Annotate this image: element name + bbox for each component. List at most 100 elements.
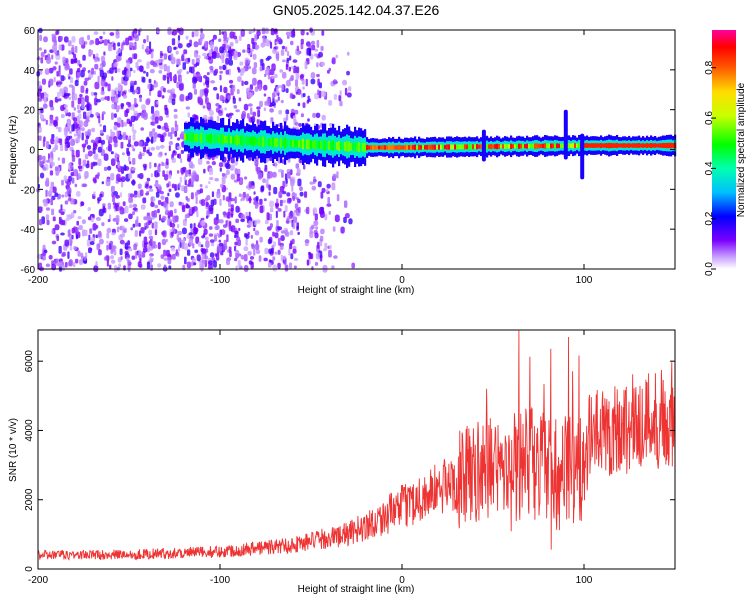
spectrogram-noise-cell bbox=[101, 181, 105, 185]
spectrogram-band-core bbox=[410, 144, 413, 150]
spectrogram-band-core bbox=[344, 141, 347, 151]
spectrogram-noise-cell bbox=[285, 63, 289, 70]
spectrogram-noise-cell bbox=[242, 49, 246, 53]
spectrogram-noise-cell bbox=[90, 139, 95, 144]
spectrogram-noise-cell bbox=[69, 130, 72, 134]
spectrogram-noise-cell bbox=[61, 194, 65, 198]
spectrogram-noise-cell bbox=[106, 95, 110, 101]
spectrogram-noise-cell bbox=[274, 202, 280, 208]
spectrogram-noise-cell bbox=[187, 249, 191, 256]
spectrogram-noise-cell bbox=[135, 219, 139, 227]
spectrogram-noise-cell bbox=[155, 191, 160, 198]
spectrogram-noise-cell bbox=[90, 91, 95, 96]
spectrogram-noise-cell bbox=[100, 97, 105, 101]
spectrogram-noise-cell bbox=[72, 261, 76, 268]
spectrogram-noise-cell bbox=[188, 232, 193, 236]
spectrogram-noise-cell bbox=[230, 198, 236, 202]
spectrogram-noise-cell bbox=[150, 60, 155, 66]
spectrogram-noise-cell bbox=[80, 69, 85, 78]
spectrogram-band-core bbox=[386, 145, 389, 150]
spectrogram-noise-cell bbox=[211, 191, 215, 198]
spectrogram-band-core bbox=[408, 145, 411, 150]
spectrogram-noise-cell bbox=[96, 175, 99, 180]
spectrogram-band-core bbox=[556, 143, 559, 149]
spectrogram-band-core bbox=[208, 133, 211, 144]
spectrogram-band-core bbox=[238, 136, 241, 145]
spectrogram-noise-cell bbox=[176, 58, 180, 65]
spectrogram-noise-cell bbox=[191, 31, 195, 38]
spectrogram-noise-cell bbox=[99, 193, 103, 198]
spectrogram-noise-cell bbox=[51, 240, 57, 245]
spectrogram-noise-cell bbox=[151, 222, 154, 229]
spectrogram-noise-cell bbox=[251, 67, 257, 75]
colorbar-gradient bbox=[712, 30, 736, 269]
spectrogram-noise-cell bbox=[292, 221, 296, 229]
spectrogram-band-core bbox=[494, 144, 497, 149]
spectrogram-noise-cell bbox=[240, 67, 246, 74]
spectrogram-noise-cell bbox=[109, 240, 113, 245]
spectrogram-band-core bbox=[638, 143, 641, 148]
spectrogram-noise-cell bbox=[118, 90, 121, 98]
spectrogram-noise-cell bbox=[273, 73, 278, 79]
spectrogram-noise-cell bbox=[247, 251, 252, 256]
spectrogram-noise-cell bbox=[117, 42, 121, 47]
spectrogram-noise-cell bbox=[97, 57, 100, 62]
spectrogram-noise-cell bbox=[77, 104, 80, 110]
spectrogram-noise-cell bbox=[60, 105, 65, 112]
spectrogram-band-core bbox=[502, 144, 505, 149]
spectrogram-band-core bbox=[630, 143, 633, 148]
spectrogram-noise-cell bbox=[129, 67, 133, 72]
spectrogram-noise-cell bbox=[190, 66, 195, 74]
spectrogram-noise-cell bbox=[68, 96, 71, 100]
spectrogram-band-core bbox=[660, 143, 663, 148]
spectrogram-noise-cell bbox=[267, 262, 272, 268]
spectrogram-band-core bbox=[250, 137, 253, 146]
spectrogram-band-core bbox=[448, 144, 451, 150]
spectrogram-noise-cell bbox=[273, 186, 278, 195]
spectrogram-noise-cell bbox=[229, 42, 234, 47]
spectrogram-noise-cell bbox=[161, 215, 167, 222]
spectrogram-noise-cell bbox=[262, 35, 266, 43]
spectrogram-noise-cell bbox=[171, 98, 176, 106]
spectrogram-noise-cell bbox=[294, 109, 299, 115]
spectrogram-noise-cell bbox=[274, 232, 279, 239]
spectrogram-band-core bbox=[480, 144, 483, 149]
spectrogram-noise-cell bbox=[245, 238, 248, 246]
spectrogram-noise-cell bbox=[272, 48, 277, 55]
spectrogram-noise-cell bbox=[284, 205, 288, 213]
spectrogram-noise-cell bbox=[163, 53, 168, 60]
spectrogram-noise-cell bbox=[281, 71, 287, 79]
spectrogram-noise-cell bbox=[248, 91, 252, 99]
spectrogram-noise-cell bbox=[177, 146, 182, 150]
spectrogram-noise-cell bbox=[132, 148, 136, 152]
spectrogram-noise-cell bbox=[119, 239, 125, 245]
spectrogram-noise-cell bbox=[209, 65, 214, 70]
spectrogram-noise-cell bbox=[303, 164, 306, 170]
spectrogram-noise-cell bbox=[145, 138, 151, 143]
spectrogram-noise-cell bbox=[118, 263, 122, 268]
spectrogram-noise-cell bbox=[125, 135, 129, 140]
spectrogram-noise-cell bbox=[63, 175, 68, 182]
spectrogram-noise-cell bbox=[302, 102, 306, 108]
spectrogram-noise-cell bbox=[46, 93, 49, 98]
spectrogram-noise-cell bbox=[141, 44, 145, 50]
colorbar-tick-label: 0.8 bbox=[704, 60, 715, 74]
spectrogram-band-core bbox=[288, 139, 291, 148]
spectrogram-noise-cell bbox=[128, 204, 133, 209]
spectrogram-noise-cell bbox=[241, 80, 244, 87]
spectrogram-band-core bbox=[546, 143, 549, 149]
spectrogram-noise-cell bbox=[39, 219, 43, 226]
spectrogram-noise-cell bbox=[171, 231, 174, 237]
spectrogram-noise-cell bbox=[62, 264, 65, 272]
spectrogram-noise-cell bbox=[40, 172, 45, 179]
spectrogram-noise-cell bbox=[228, 112, 234, 116]
spectrogram-noise-cell bbox=[209, 69, 214, 74]
spectrogram-noise-cell bbox=[296, 222, 299, 230]
spectrogram-noise-cell bbox=[247, 113, 250, 119]
spectrogram-noise-cell bbox=[93, 191, 96, 196]
spectrogram-noise-cell bbox=[205, 185, 208, 189]
spectrogram-noise-cell bbox=[92, 177, 97, 183]
spectrogram-noise-cell bbox=[171, 253, 176, 260]
spectrogram-xtick-label: 0 bbox=[399, 275, 405, 286]
